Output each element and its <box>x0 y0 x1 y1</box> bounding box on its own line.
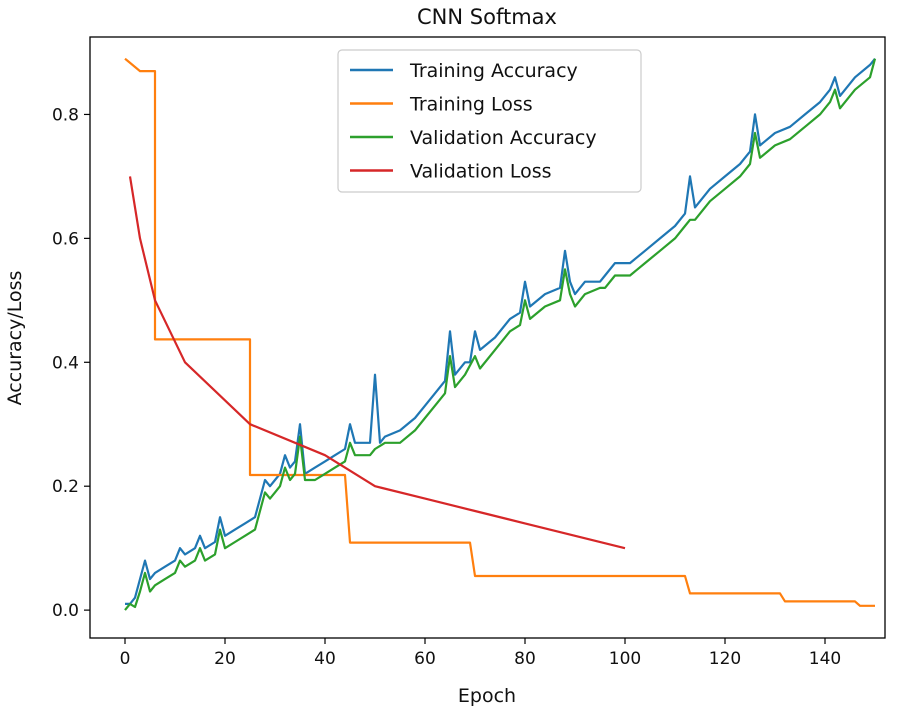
series-line-validation-accuracy <box>124 58 877 611</box>
x-tick-label: 100 <box>609 649 641 669</box>
y-tick-label: 0.6 <box>52 229 79 249</box>
chart-title: CNN Softmax <box>417 5 557 29</box>
x-axis: 0 20 40 60 80 100 120 140 <box>120 638 841 669</box>
x-tick-label: 40 <box>314 649 336 669</box>
legend-label-validation-accuracy: Validation Accuracy <box>410 127 597 149</box>
x-axis-title: Epoch <box>458 685 516 707</box>
legend-label-training-accuracy: Training Accuracy <box>409 60 578 82</box>
y-tick-label: 0.4 <box>52 353 79 373</box>
legend: Training Accuracy Training Loss Validation… <box>337 49 642 193</box>
x-tick-label: 0 <box>120 649 131 669</box>
legend-label-training-loss: Training Loss <box>409 94 533 116</box>
y-axis-title: Accuracy/Loss <box>4 271 26 406</box>
x-tick-label: 20 <box>214 649 236 669</box>
legend-label-validation-loss: Validation Loss <box>410 161 552 183</box>
y-tick-label: 0.8 <box>52 105 79 125</box>
series-line-validation-loss <box>128 176 626 550</box>
series-layer <box>124 57 877 611</box>
y-axis: 0.0 0.2 0.4 0.6 0.8 <box>52 105 90 621</box>
series-line-training-loss <box>124 57 875 607</box>
x-tick-label: 60 <box>414 649 436 669</box>
x-tick-label: 80 <box>514 649 536 669</box>
legend-box <box>337 49 642 193</box>
series-line-training-accuracy <box>125 58 876 605</box>
plot-frame <box>89 36 886 639</box>
y-tick-label: 0.2 <box>52 477 79 497</box>
y-tick-label: 0.0 <box>52 601 79 621</box>
x-tick-label: 140 <box>809 649 841 669</box>
x-tick-label: 120 <box>709 649 741 669</box>
